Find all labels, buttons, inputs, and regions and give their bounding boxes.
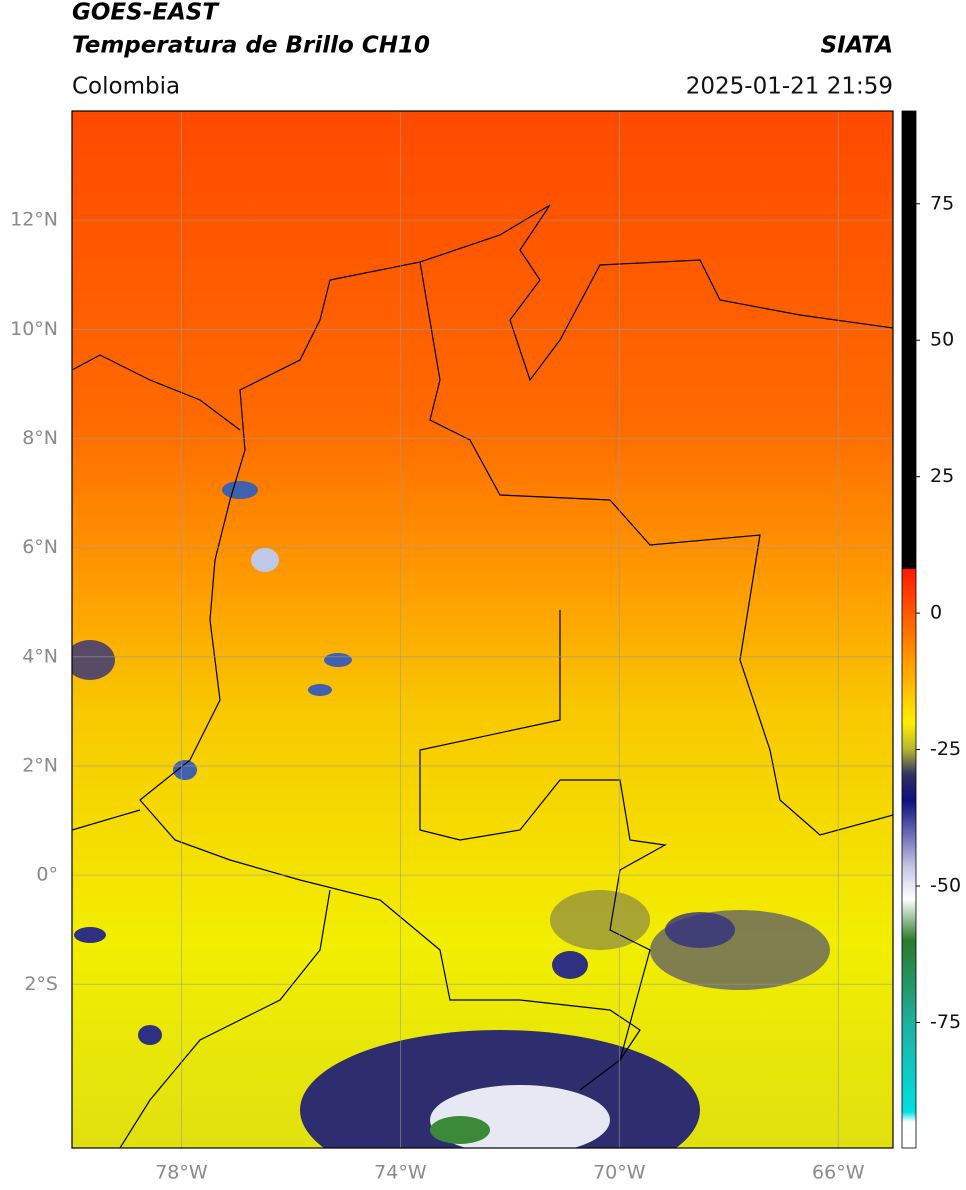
map-image bbox=[72, 111, 893, 1148]
colorbar-tick-label: -75 bbox=[930, 1011, 961, 1033]
datetime: 2025-01-21 21:59 bbox=[686, 74, 893, 100]
colorbar-tick-label: -50 bbox=[930, 875, 961, 897]
colorbar-tick-label: 25 bbox=[930, 465, 954, 487]
y-tick-label: 0° bbox=[36, 864, 58, 886]
grid bbox=[72, 111, 893, 1148]
colorbar-tick-label: 50 bbox=[930, 329, 954, 351]
x-tick-label: 74°W bbox=[374, 1162, 427, 1184]
y-tick-label: 4°N bbox=[22, 645, 58, 667]
region: Colombia bbox=[72, 74, 180, 100]
x-tick-label: 70°W bbox=[593, 1162, 646, 1184]
subtitle: Temperatura de Brillo CH10 bbox=[72, 33, 430, 59]
colorbar bbox=[901, 110, 917, 1149]
y-tick-label: 8°N bbox=[22, 427, 58, 449]
x-tick-label: 78°W bbox=[155, 1162, 208, 1184]
source: SIATA bbox=[821, 33, 893, 59]
title: GOES-EAST bbox=[72, 0, 220, 26]
colorbar-tick-label: 0 bbox=[930, 602, 942, 624]
colorbar-tick-label: 75 bbox=[930, 192, 954, 214]
y-tick-label: 12°N bbox=[10, 209, 58, 231]
x-tick-label: 66°W bbox=[812, 1162, 865, 1184]
y-tick-label: 2°S bbox=[24, 973, 58, 995]
y-tick-label: 6°N bbox=[22, 536, 58, 558]
map-frame bbox=[71, 110, 894, 1149]
y-tick-label: 2°N bbox=[22, 754, 58, 776]
y-tick-label: 10°N bbox=[10, 318, 58, 340]
colorbar-tick-label: -25 bbox=[930, 738, 961, 760]
